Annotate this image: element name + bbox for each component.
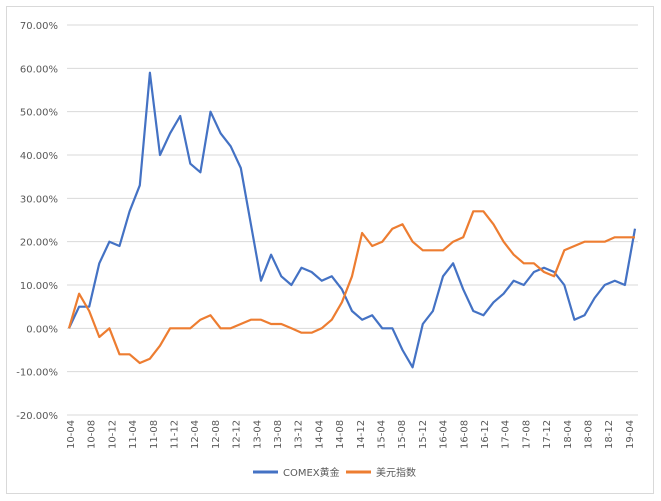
x-tick-label: 12-08 — [211, 420, 222, 449]
x-tick-label: 18-12 — [604, 420, 615, 449]
x-tick-label: 19-04 — [625, 420, 636, 449]
legend-label-dxy: 美元指数 — [376, 466, 416, 479]
x-tick-label: 17-08 — [521, 420, 532, 449]
x-tick-label: 17-04 — [501, 420, 512, 449]
x-tick-label: 16-12 — [480, 420, 491, 449]
y-tick-label: 70.00% — [20, 21, 58, 32]
y-tick-label: 0.00% — [26, 324, 58, 335]
x-axis-ticks: 10-04 10-08 10-12 11-04 11-08 11-12 12-04 12-08… — [66, 420, 636, 449]
y-tick-label: 50.00% — [20, 108, 58, 119]
y-axis-ticks: -20.00% -10.00% 0.00% 10.00% 20.00% 30.00% 40.… — [16, 21, 58, 422]
y-tick-label: 10.00% — [20, 281, 58, 292]
legend: COMEX黄金 美元指数 — [253, 466, 416, 479]
y-tick-label: 20.00% — [20, 238, 58, 249]
x-tick-label: 18-04 — [563, 420, 574, 449]
x-tick-label: 11-08 — [149, 420, 160, 449]
gridlines — [67, 24, 638, 416]
x-tick-label: 17-12 — [542, 420, 553, 449]
x-tick-label: 14-04 — [314, 420, 325, 449]
x-tick-label: 12-04 — [190, 420, 201, 449]
x-tick-label: 11-12 — [170, 420, 181, 449]
x-tick-label: 16-08 — [459, 420, 470, 449]
y-tick-label: 30.00% — [20, 194, 58, 205]
x-tick-label: 13-08 — [273, 420, 284, 449]
x-tick-label: 15-12 — [418, 420, 429, 449]
y-tick-label: -10.00% — [16, 368, 58, 379]
series-line-dxy — [67, 210, 635, 365]
x-tick-label: 10-08 — [87, 420, 98, 449]
y-tick-label: 60.00% — [20, 64, 58, 75]
x-tick-label: 14-12 — [356, 420, 367, 449]
y-tick-label: -20.00% — [16, 411, 58, 422]
series-lines — [67, 71, 637, 369]
x-tick-label: 15-04 — [377, 420, 388, 449]
y-tick-label: 40.00% — [20, 151, 58, 162]
x-tick-label: 14-08 — [335, 420, 346, 449]
legend-label-gold: COMEX黄金 — [283, 466, 340, 479]
x-tick-label: 15-08 — [397, 420, 408, 449]
chart-frame — [6, 6, 654, 494]
x-tick-label: 18-08 — [584, 420, 595, 449]
x-tick-label: 10-04 — [66, 420, 77, 449]
x-tick-label: 10-12 — [107, 420, 118, 449]
x-tick-label: 13-12 — [294, 420, 305, 449]
x-tick-label: 11-04 — [128, 420, 139, 449]
x-tick-label: 13-04 — [252, 420, 263, 449]
series-line-gold — [68, 71, 637, 369]
x-tick-label: 16-04 — [439, 420, 450, 449]
x-tick-label: 12-12 — [232, 420, 243, 449]
